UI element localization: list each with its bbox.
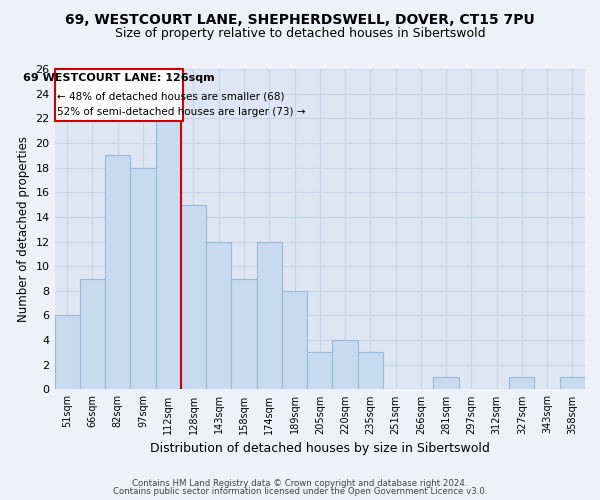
Bar bbox=[282, 291, 307, 390]
Text: Contains HM Land Registry data © Crown copyright and database right 2024.: Contains HM Land Registry data © Crown c… bbox=[132, 478, 468, 488]
Text: Size of property relative to detached houses in Sibertswold: Size of property relative to detached ho… bbox=[115, 28, 485, 40]
Text: 52% of semi-detached houses are larger (73) →: 52% of semi-detached houses are larger (… bbox=[57, 106, 305, 117]
Bar bbox=[232, 278, 257, 390]
Bar bbox=[307, 352, 332, 390]
X-axis label: Distribution of detached houses by size in Sibertswold: Distribution of detached houses by size … bbox=[150, 442, 490, 455]
Text: Contains public sector information licensed under the Open Government Licence v3: Contains public sector information licen… bbox=[113, 487, 487, 496]
FancyBboxPatch shape bbox=[55, 69, 183, 121]
Bar bbox=[433, 377, 459, 390]
Bar bbox=[358, 352, 383, 390]
Bar bbox=[332, 340, 358, 390]
Text: 69 WESTCOURT LANE: 126sqm: 69 WESTCOURT LANE: 126sqm bbox=[23, 72, 215, 83]
Bar bbox=[130, 168, 155, 390]
Bar bbox=[257, 242, 282, 390]
Bar bbox=[155, 106, 181, 390]
Bar bbox=[55, 316, 80, 390]
Bar bbox=[181, 204, 206, 390]
Bar bbox=[105, 156, 130, 390]
Y-axis label: Number of detached properties: Number of detached properties bbox=[17, 136, 30, 322]
Bar bbox=[509, 377, 535, 390]
Bar bbox=[80, 278, 105, 390]
Text: ← 48% of detached houses are smaller (68): ← 48% of detached houses are smaller (68… bbox=[57, 91, 284, 101]
Bar bbox=[560, 377, 585, 390]
Text: 69, WESTCOURT LANE, SHEPHERDSWELL, DOVER, CT15 7PU: 69, WESTCOURT LANE, SHEPHERDSWELL, DOVER… bbox=[65, 12, 535, 26]
Bar bbox=[206, 242, 232, 390]
